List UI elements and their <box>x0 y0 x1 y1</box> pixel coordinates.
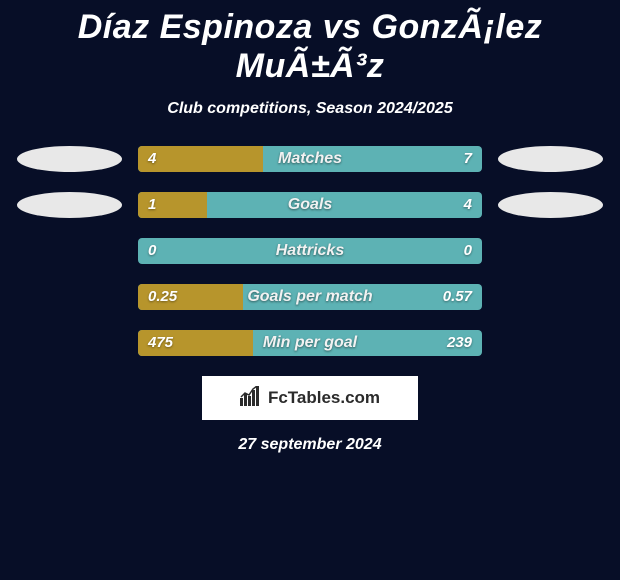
stat-row: 0 0Hattricks <box>0 238 620 264</box>
avatar-left <box>17 192 122 218</box>
stat-value-right: 0.57 <box>443 284 472 310</box>
stat-row: 0.250.57Goals per match <box>0 284 620 310</box>
avatar-right <box>498 192 603 218</box>
stat-value-right: 0 <box>464 238 472 264</box>
stat-value-left: 475 <box>148 330 173 356</box>
stat-value-left: 4 <box>148 146 156 172</box>
stat-row: 475239Min per goal <box>0 330 620 356</box>
avatar-spacer <box>17 330 122 356</box>
stat-value-right: 7 <box>464 146 472 172</box>
avatar-spacer <box>498 284 603 310</box>
bar-left-fill <box>138 146 263 172</box>
avatar-right <box>498 146 603 172</box>
stat-row: 14Goals <box>0 192 620 218</box>
date-line: 27 september 2024 <box>0 436 620 454</box>
stat-row: 47Matches <box>0 146 620 172</box>
logo-text: FcTables.com <box>268 388 380 408</box>
comparison-subtitle: Club competitions, Season 2024/2025 <box>0 100 620 118</box>
stats-rows: 47Matches14Goals00Hattricks0.250.57Goals… <box>0 146 620 356</box>
stat-bar: 475239Min per goal <box>138 330 482 356</box>
stat-value-left: 0.25 <box>148 284 177 310</box>
avatar-spacer <box>498 330 603 356</box>
stat-value-left: 0 <box>148 238 156 264</box>
avatar-spacer <box>498 238 603 264</box>
stat-label: Hattricks <box>138 238 482 264</box>
avatar-spacer <box>17 238 122 264</box>
stat-value-right: 239 <box>447 330 472 356</box>
avatar-spacer <box>17 284 122 310</box>
stat-bar: 0.250.57Goals per match <box>138 284 482 310</box>
avatar-left <box>17 146 122 172</box>
comparison-title: Díaz Espinoza vs GonzÃ¡lez MuÃ±Ã³z <box>0 0 620 86</box>
stat-bar: 0 0Hattricks <box>138 238 482 264</box>
stat-bar: 14Goals <box>138 192 482 218</box>
stat-value-right: 4 <box>464 192 472 218</box>
stat-value-left: 1 <box>148 192 156 218</box>
stat-bar: 47Matches <box>138 146 482 172</box>
logo-box: FcTables.com <box>202 376 418 420</box>
chart-icon <box>240 386 262 411</box>
